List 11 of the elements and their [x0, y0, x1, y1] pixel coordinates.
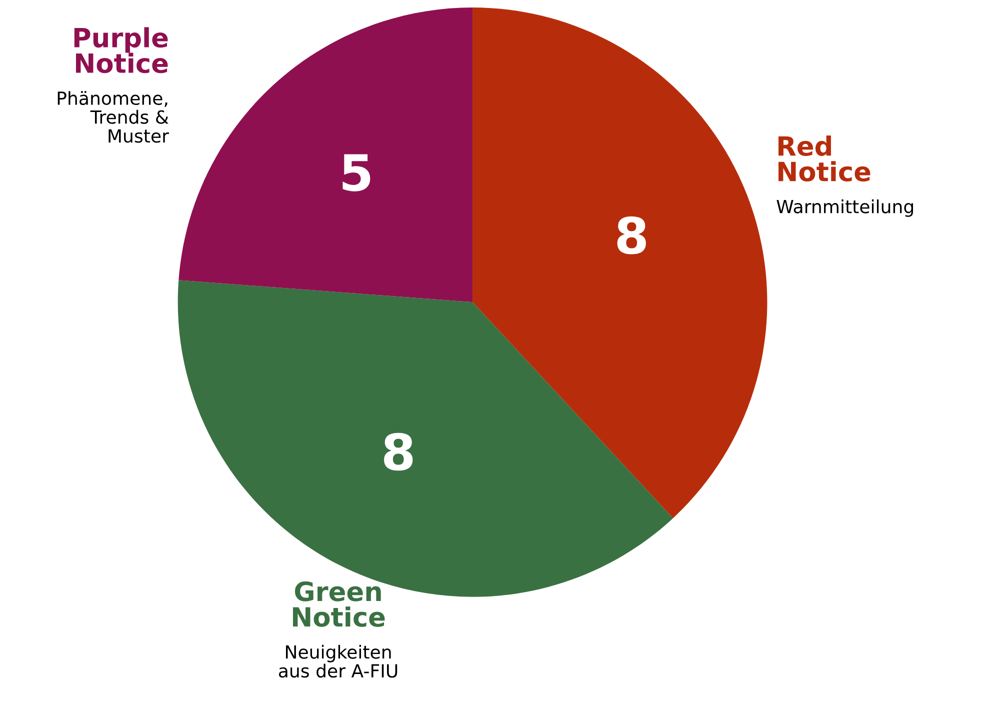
data-label: 8 — [617, 216, 646, 254]
slice-label: Purple Notice — [74, 27, 168, 74]
slice-label: Red Notice — [778, 136, 870, 182]
text: Warnmitteilung — [776, 199, 913, 217]
text: Neuigkeiten aus der A-FIU — [278, 644, 398, 678]
data-label: 8 — [384, 432, 413, 471]
pie-slice — [472, 7, 768, 518]
pie-slice — [178, 7, 473, 302]
text: Phänomene, Trends & Muster — [58, 91, 169, 143]
slice-label: Green Notice — [292, 581, 385, 627]
data-label: 5 — [342, 154, 370, 192]
